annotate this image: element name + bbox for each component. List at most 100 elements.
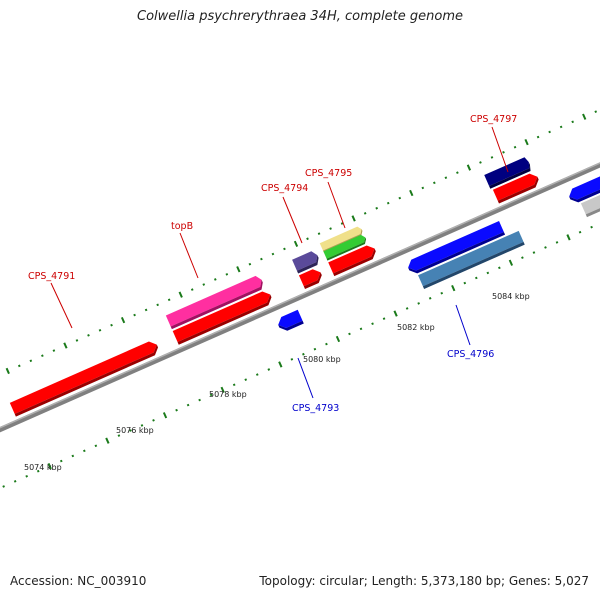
- minor-tick: [398, 196, 402, 200]
- minor-tick: [536, 135, 540, 139]
- minor-tick: [248, 262, 252, 266]
- minor-tick: [421, 186, 425, 190]
- major-tick: [351, 215, 356, 222]
- minor-tick: [555, 241, 559, 244]
- minor-tick: [202, 283, 206, 286]
- gene-label-cps4794[interactable]: CPS_4794: [261, 183, 308, 194]
- gene-cps4792-arrow[interactable]: [172, 289, 274, 345]
- minor-tick: [13, 480, 17, 483]
- minor-tick: [94, 444, 98, 448]
- minor-tick: [329, 227, 332, 230]
- minor-tick: [260, 257, 263, 261]
- major-tick: [393, 310, 398, 317]
- minor-tick: [52, 349, 56, 352]
- gene-label-cps4796[interactable]: CPS_4796: [447, 349, 494, 360]
- gene-cps4798-arrow[interactable]: [567, 145, 600, 205]
- major-tick: [120, 316, 126, 324]
- minor-tick: [490, 156, 494, 159]
- minor-tick: [98, 328, 102, 332]
- major-tick: [236, 266, 241, 273]
- minor-tick: [133, 313, 136, 317]
- minor-tick: [306, 237, 309, 241]
- minor-tick: [267, 368, 271, 371]
- gene-label-topb[interactable]: topB: [171, 221, 193, 232]
- gene-cps4796b-arrow[interactable]: [418, 230, 525, 289]
- gene-label-cps4797[interactable]: CPS_4797: [470, 114, 517, 125]
- major-tick: [508, 259, 514, 266]
- gene-cps4794b-arrow[interactable]: [298, 267, 324, 290]
- gene-cps4791-arrow[interactable]: [9, 339, 161, 417]
- major-tick: [524, 138, 529, 146]
- genome-backbone: [0, 93, 600, 462]
- major-tick: [293, 240, 299, 247]
- kbp-label-5082: 5082 kbp: [397, 323, 435, 332]
- gene-cps4795-yellow-arrow[interactable]: [319, 225, 364, 253]
- major-tick: [466, 164, 472, 171]
- minor-tick: [590, 225, 593, 229]
- minor-tick: [41, 354, 44, 358]
- accession-text: Accession: NC_003910: [10, 574, 147, 588]
- minor-tick: [83, 449, 86, 453]
- major-tick: [47, 462, 52, 470]
- minor-tick: [594, 110, 598, 113]
- kbp-label-5084: 5084 kbp: [492, 292, 530, 301]
- major-tick: [566, 234, 571, 241]
- gene-cps4795-red-arrow[interactable]: [328, 243, 378, 277]
- gene-cps4797b-arrow[interactable]: [492, 171, 541, 204]
- minor-tick: [17, 364, 21, 368]
- minor-tick: [186, 403, 190, 407]
- tick-row-top: [5, 110, 598, 375]
- gene-cps4793-arrow[interactable]: [276, 309, 304, 333]
- major-tick: [278, 361, 283, 368]
- minor-tick: [271, 252, 275, 256]
- minor-tick: [474, 276, 478, 280]
- genome-summary-text: Topology: circular; Length: 5,373,180 bp…: [259, 574, 589, 588]
- minor-tick: [375, 206, 379, 210]
- minor-tick: [417, 302, 420, 305]
- kbp-label-5078: 5078 kbp: [209, 390, 247, 399]
- minor-tick: [75, 339, 79, 342]
- gene-cps4795-green-arrow[interactable]: [323, 234, 367, 261]
- gene-topb-arrow[interactable]: [165, 274, 265, 330]
- minor-tick: [444, 176, 448, 180]
- minor-tick: [129, 429, 132, 432]
- minor-tick: [521, 256, 524, 259]
- minor-tick: [59, 459, 63, 463]
- gene-cps4794-arrow[interactable]: [292, 250, 321, 274]
- gene-label-cps4795[interactable]: CPS_4795: [305, 168, 352, 179]
- minor-tick: [382, 317, 386, 320]
- kbp-label-5074: 5074 kbp: [24, 463, 62, 472]
- gene-cps4796-arrow[interactable]: [406, 220, 506, 276]
- minor-tick: [532, 251, 536, 254]
- minor-tick: [456, 171, 459, 174]
- minor-tick: [71, 454, 75, 458]
- minor-tick: [578, 230, 582, 234]
- major-tick: [105, 437, 110, 444]
- major-tick: [162, 412, 168, 419]
- minor-tick: [144, 308, 148, 312]
- minor-tick: [110, 323, 113, 327]
- gene-label-cps4791[interactable]: CPS_4791: [28, 271, 75, 282]
- minor-tick: [25, 474, 29, 478]
- major-tick: [63, 342, 68, 349]
- minor-tick: [175, 408, 178, 412]
- minor-tick: [498, 266, 501, 270]
- minor-tick: [156, 303, 159, 307]
- major-tick: [451, 285, 456, 292]
- minor-tick: [433, 181, 436, 185]
- minor-tick: [140, 424, 144, 427]
- minor-tick: [302, 352, 305, 356]
- kbp-label-5076: 5076 kbp: [116, 426, 154, 435]
- minor-tick: [209, 393, 213, 397]
- minor-tick: [486, 271, 490, 275]
- tick-row-bottom: [2, 225, 593, 488]
- minor-tick: [283, 247, 286, 251]
- gene-label-cps4793[interactable]: CPS_4793: [292, 403, 339, 414]
- minor-tick: [317, 232, 321, 235]
- major-tick: [409, 189, 414, 197]
- minor-tick: [428, 296, 432, 300]
- gene-cps4797-arrow[interactable]: [484, 156, 532, 189]
- minor-tick: [371, 322, 374, 326]
- minor-tick: [117, 434, 121, 437]
